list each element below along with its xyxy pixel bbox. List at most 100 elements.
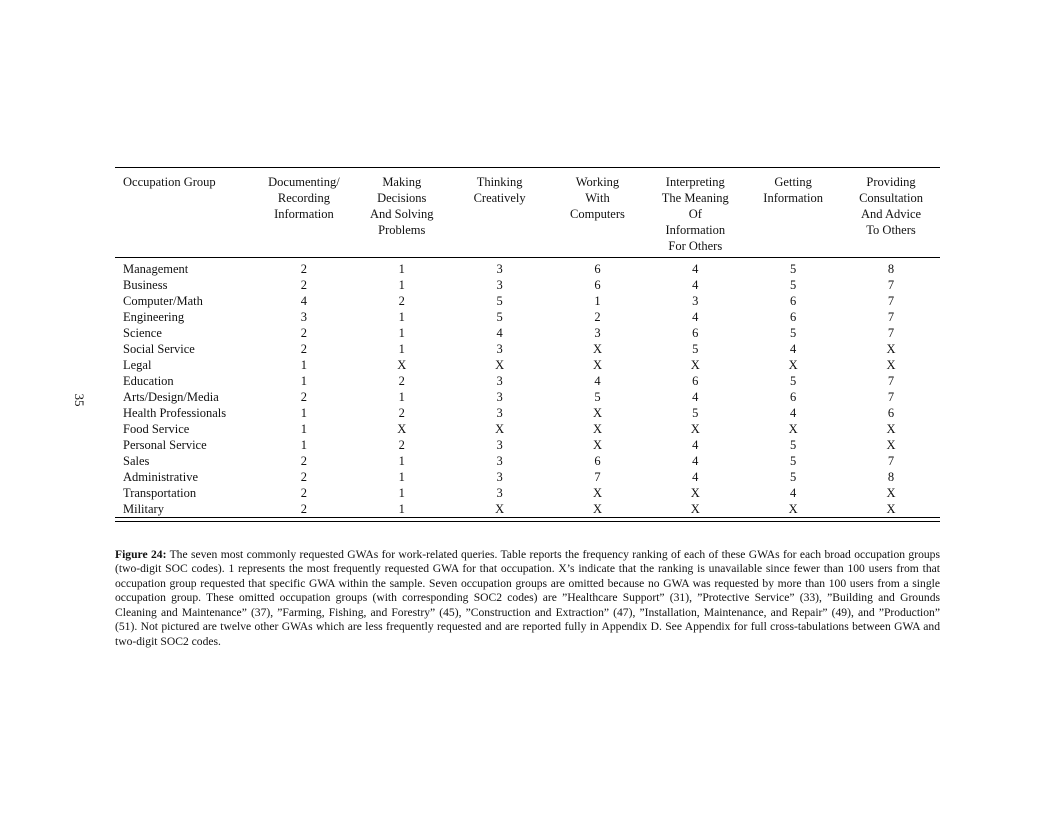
occupation-group-cell: Military bbox=[123, 502, 164, 516]
ranking-cell: 2 bbox=[300, 390, 308, 404]
ranking-cell: X bbox=[495, 358, 505, 372]
table-body: Management 2 1 3 6 4 5 8 Business 2 1 3 6 4 5 7 Computer… bbox=[115, 258, 940, 518]
table-row: Management 2 1 3 6 4 5 8 bbox=[115, 258, 940, 278]
ranking-cell: 2 bbox=[398, 374, 405, 388]
table-row: Business 2 1 3 6 4 5 7 bbox=[115, 277, 940, 293]
ranking-cell: 4 bbox=[790, 486, 797, 500]
ranking-cell: 2 bbox=[300, 326, 308, 340]
ranking-cell: X bbox=[592, 406, 602, 420]
table-row: Personal Service 1 2 3 X 4 5 X bbox=[115, 437, 940, 453]
table-row: Computer/Math 4 2 5 1 3 6 7 bbox=[115, 293, 940, 309]
ranking-cell: 2 bbox=[300, 502, 308, 516]
ranking-cell: X bbox=[690, 422, 700, 436]
ranking-cell: X bbox=[886, 342, 896, 356]
ranking-cell: 4 bbox=[692, 454, 699, 468]
ranking-cell: 2 bbox=[594, 310, 601, 324]
ranking-cell: X bbox=[592, 502, 602, 516]
ranking-cell: 4 bbox=[692, 262, 699, 276]
column-header: Providing Consultation And Advice To Oth… bbox=[842, 167, 940, 258]
table-row: Administrative 2 1 3 7 4 5 8 bbox=[115, 469, 940, 485]
ranking-cell: 5 bbox=[496, 310, 503, 324]
ranking-cell: X bbox=[690, 502, 700, 516]
ranking-cell: 6 bbox=[790, 294, 797, 308]
table-header-row: Occupation Group Documenting/ Recording I… bbox=[115, 167, 940, 258]
ranking-cell: 1 bbox=[300, 358, 308, 372]
table-row: Education 1 2 3 4 6 5 7 bbox=[115, 373, 940, 389]
ranking-cell: 3 bbox=[496, 486, 503, 500]
table-row: Food Service 1 X X X X X X bbox=[115, 421, 940, 437]
ranking-cell: 7 bbox=[887, 310, 895, 324]
ranking-cell: 3 bbox=[496, 262, 503, 276]
ranking-cell: 6 bbox=[692, 374, 699, 388]
table-row: Health Professionals 1 2 3 X 5 4 6 bbox=[115, 405, 940, 421]
table-header: Occupation Group Documenting/ Recording I… bbox=[115, 167, 940, 258]
occupation-group-cell: Computer/Math bbox=[123, 294, 203, 308]
figure-caption-text: The seven most commonly requested GWAs f… bbox=[115, 547, 940, 648]
ranking-cell: 7 bbox=[887, 454, 895, 468]
table-row: Legal 1 X X X X X X bbox=[115, 357, 940, 373]
ranking-cell: 1 bbox=[300, 422, 308, 436]
ranking-cell: 5 bbox=[790, 262, 797, 276]
ranking-cell: 6 bbox=[594, 262, 601, 276]
ranking-cell: 2 bbox=[300, 262, 308, 276]
ranking-cell: 1 bbox=[300, 374, 308, 388]
occupation-group-cell: Legal bbox=[123, 358, 152, 372]
page-number: 35 bbox=[72, 393, 87, 407]
occupation-group-cell: Personal Service bbox=[123, 438, 207, 452]
ranking-cell: X bbox=[495, 502, 505, 516]
ranking-cell: 1 bbox=[398, 326, 405, 340]
occupation-group-cell: Sales bbox=[123, 454, 150, 468]
table-row: Arts/Design/Media 2 1 3 5 4 6 7 bbox=[115, 389, 940, 405]
ranking-cell: 5 bbox=[790, 438, 797, 452]
ranking-cell: 1 bbox=[594, 294, 601, 308]
ranking-cell: 4 bbox=[790, 406, 797, 420]
ranking-cell: 3 bbox=[496, 470, 503, 484]
ranking-cell: 5 bbox=[790, 278, 797, 292]
ranking-cell: 2 bbox=[398, 438, 405, 452]
occupation-group-cell: Arts/Design/Media bbox=[123, 390, 219, 404]
ranking-cell: 1 bbox=[398, 310, 405, 324]
ranking-cell: 1 bbox=[398, 502, 405, 516]
ranking-cell: 2 bbox=[398, 294, 405, 308]
ranking-cell: 7 bbox=[594, 470, 601, 484]
ranking-cell: 2 bbox=[300, 470, 308, 484]
ranking-cell: 1 bbox=[300, 406, 308, 420]
ranking-cell: 2 bbox=[300, 342, 308, 356]
ranking-cell: X bbox=[690, 486, 700, 500]
figure-caption: Figure 24: The seven most commonly reque… bbox=[115, 548, 940, 650]
ranking-cell: 2 bbox=[398, 406, 405, 420]
ranking-cell: 6 bbox=[692, 326, 699, 340]
ranking-cell: 4 bbox=[692, 310, 699, 324]
ranking-cell: 6 bbox=[594, 454, 601, 468]
ranking-cell: X bbox=[690, 358, 700, 372]
column-header-occupation-group: Occupation Group bbox=[115, 167, 255, 258]
ranking-cell: 7 bbox=[887, 326, 895, 340]
ranking-cell: 6 bbox=[790, 310, 797, 324]
ranking-cell: 1 bbox=[398, 262, 405, 276]
table-row: Transportation 2 1 3 X X 4 X bbox=[115, 485, 940, 501]
figure-24: Occupation Group Documenting/ Recording I… bbox=[115, 167, 940, 649]
occupation-group-cell: Health Professionals bbox=[123, 406, 227, 420]
ranking-cell: 5 bbox=[496, 294, 503, 308]
ranking-cell: 3 bbox=[594, 326, 601, 340]
ranking-cell: 4 bbox=[790, 342, 797, 356]
ranking-cell: 5 bbox=[692, 406, 699, 420]
occupation-group-cell: Science bbox=[123, 326, 162, 340]
occupation-group-cell: Management bbox=[123, 262, 189, 276]
ranking-cell: 1 bbox=[398, 470, 405, 484]
ranking-cell: 3 bbox=[496, 454, 503, 468]
column-header: Making Decisions And Solving Problems bbox=[352, 167, 451, 258]
ranking-cell: 6 bbox=[790, 390, 797, 404]
table-row: Social Service 2 1 3 X 5 4 X bbox=[115, 341, 940, 357]
ranking-cell: 7 bbox=[887, 374, 895, 388]
occupation-group-cell: Transportation bbox=[123, 486, 197, 500]
column-header: Working With Computers bbox=[548, 167, 647, 258]
ranking-cell: 3 bbox=[496, 390, 503, 404]
ranking-cell: X bbox=[592, 358, 602, 372]
ranking-cell: 8 bbox=[887, 262, 895, 276]
column-header: Getting Information bbox=[744, 167, 843, 258]
ranking-cell: X bbox=[592, 422, 602, 436]
ranking-cell: 2 bbox=[300, 454, 308, 468]
occupation-group-cell: Engineering bbox=[123, 310, 185, 324]
